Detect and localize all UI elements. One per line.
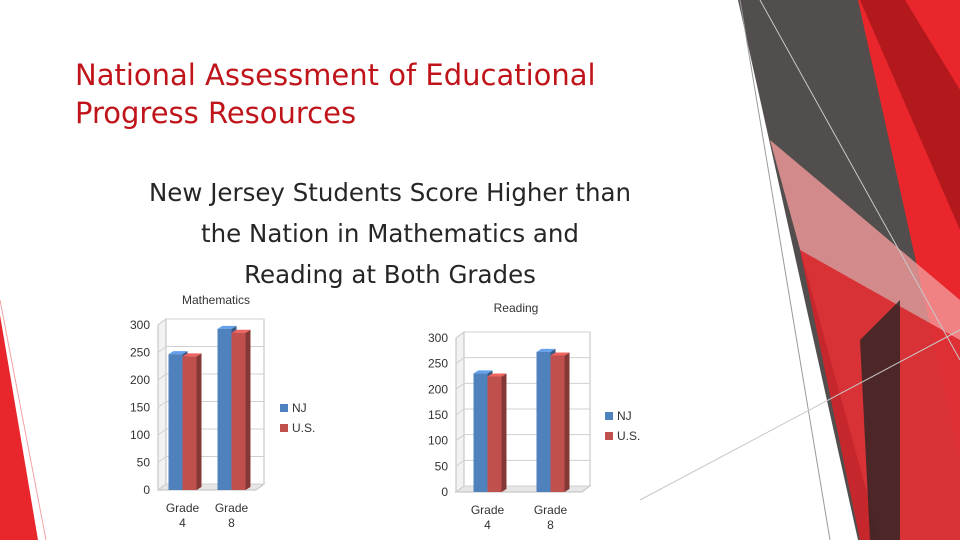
deco-dark-shard — [860, 300, 900, 540]
y-tick-label: 200 — [130, 373, 150, 387]
reading-chart: Reading 300 250 200 150 100 50 0 Grade 4 Grade 8 NJ U… — [412, 296, 662, 540]
bar-top — [168, 351, 188, 355]
legend-swatch — [280, 424, 288, 432]
y-tick-label: 150 — [130, 401, 150, 415]
chart-title: Reading — [494, 301, 539, 315]
deco-line — [759, 0, 960, 361]
y-tick-label: 250 — [130, 346, 150, 360]
bar-top — [473, 370, 493, 374]
bar-top — [536, 348, 556, 352]
y-tick-label: 50 — [137, 456, 151, 470]
headline-line: Reading at Both Grades — [244, 260, 536, 289]
x-tick-label: Grade 8 — [534, 503, 568, 532]
gridline — [455, 331, 590, 339]
bar-side — [196, 353, 202, 490]
bar-us-1 — [182, 353, 202, 490]
y-tick-label: 300 — [428, 331, 448, 345]
bar-front — [487, 376, 502, 492]
legend-label: U.S. — [292, 421, 315, 435]
y-tick-label: 250 — [428, 357, 448, 371]
bar-top — [231, 329, 251, 333]
bar-side — [245, 329, 251, 490]
y-tick-label: 150 — [428, 408, 448, 422]
bar-front — [550, 355, 565, 492]
deco-red-dark — [860, 0, 960, 230]
bar-top — [217, 325, 237, 329]
legend-label: U.S. — [617, 429, 640, 443]
bar-us-2 — [550, 352, 570, 492]
slide-title-line: Progress Resources — [75, 96, 357, 130]
x-tick-label: Grade 4 — [166, 501, 200, 530]
bar-front — [231, 332, 246, 490]
deco-line — [739, 0, 831, 540]
headline-line: New Jersey Students Score Higher than — [148, 178, 632, 207]
x-tick-label: Grade 8 — [215, 501, 249, 530]
y-tick-label: 100 — [428, 434, 448, 448]
bar-front — [168, 354, 183, 490]
bar-us-1 — [487, 373, 507, 492]
bar-front — [473, 373, 488, 492]
bar-front — [536, 351, 551, 492]
y-tick-label: 50 — [435, 459, 449, 473]
y-tick-label: 100 — [130, 428, 150, 442]
bar-top — [182, 353, 202, 357]
legend-swatch — [605, 412, 613, 420]
bar-top — [487, 373, 507, 377]
deco-left-shard — [0, 315, 38, 540]
mathematics-chart: Mathematics 300 250 200 150 100 50 0 Grade 4 Grade… — [108, 288, 338, 540]
chart-title: Mathematics — [182, 293, 250, 307]
bar-us-2 — [231, 329, 251, 490]
y-tick-label: 300 — [130, 318, 150, 332]
chart-headline: New Jersey Students Score Higher than th… — [120, 172, 660, 295]
bar-front — [217, 328, 232, 490]
headline-line: the Nation in Mathematics and — [201, 219, 579, 248]
chart-svg: Reading 300 250 200 150 100 50 0 Grade 4 Grade 8 NJ U… — [428, 301, 640, 532]
y-tick-label: 0 — [143, 483, 150, 497]
legend-label: NJ — [617, 409, 632, 423]
bar-side — [501, 373, 507, 492]
bar-front — [182, 356, 197, 490]
chart-svg: Mathematics 300 250 200 150 100 50 0 Grade 4 Grade… — [130, 293, 315, 530]
bar-top — [550, 352, 570, 356]
deco-line — [639, 329, 960, 501]
bar-side — [564, 352, 570, 492]
legend-label: NJ — [292, 401, 307, 415]
x-tick-label: Grade 4 — [471, 503, 505, 532]
y-tick-label: 0 — [441, 485, 448, 499]
legend-swatch — [605, 432, 613, 440]
deco-line — [0, 299, 47, 540]
gridline — [157, 318, 264, 326]
slide-title: National Assessment of Educational Progr… — [75, 56, 675, 132]
slide-title-line: National Assessment of Educational — [75, 58, 596, 92]
y-tick-label: 200 — [428, 382, 448, 396]
legend-swatch — [280, 404, 288, 412]
